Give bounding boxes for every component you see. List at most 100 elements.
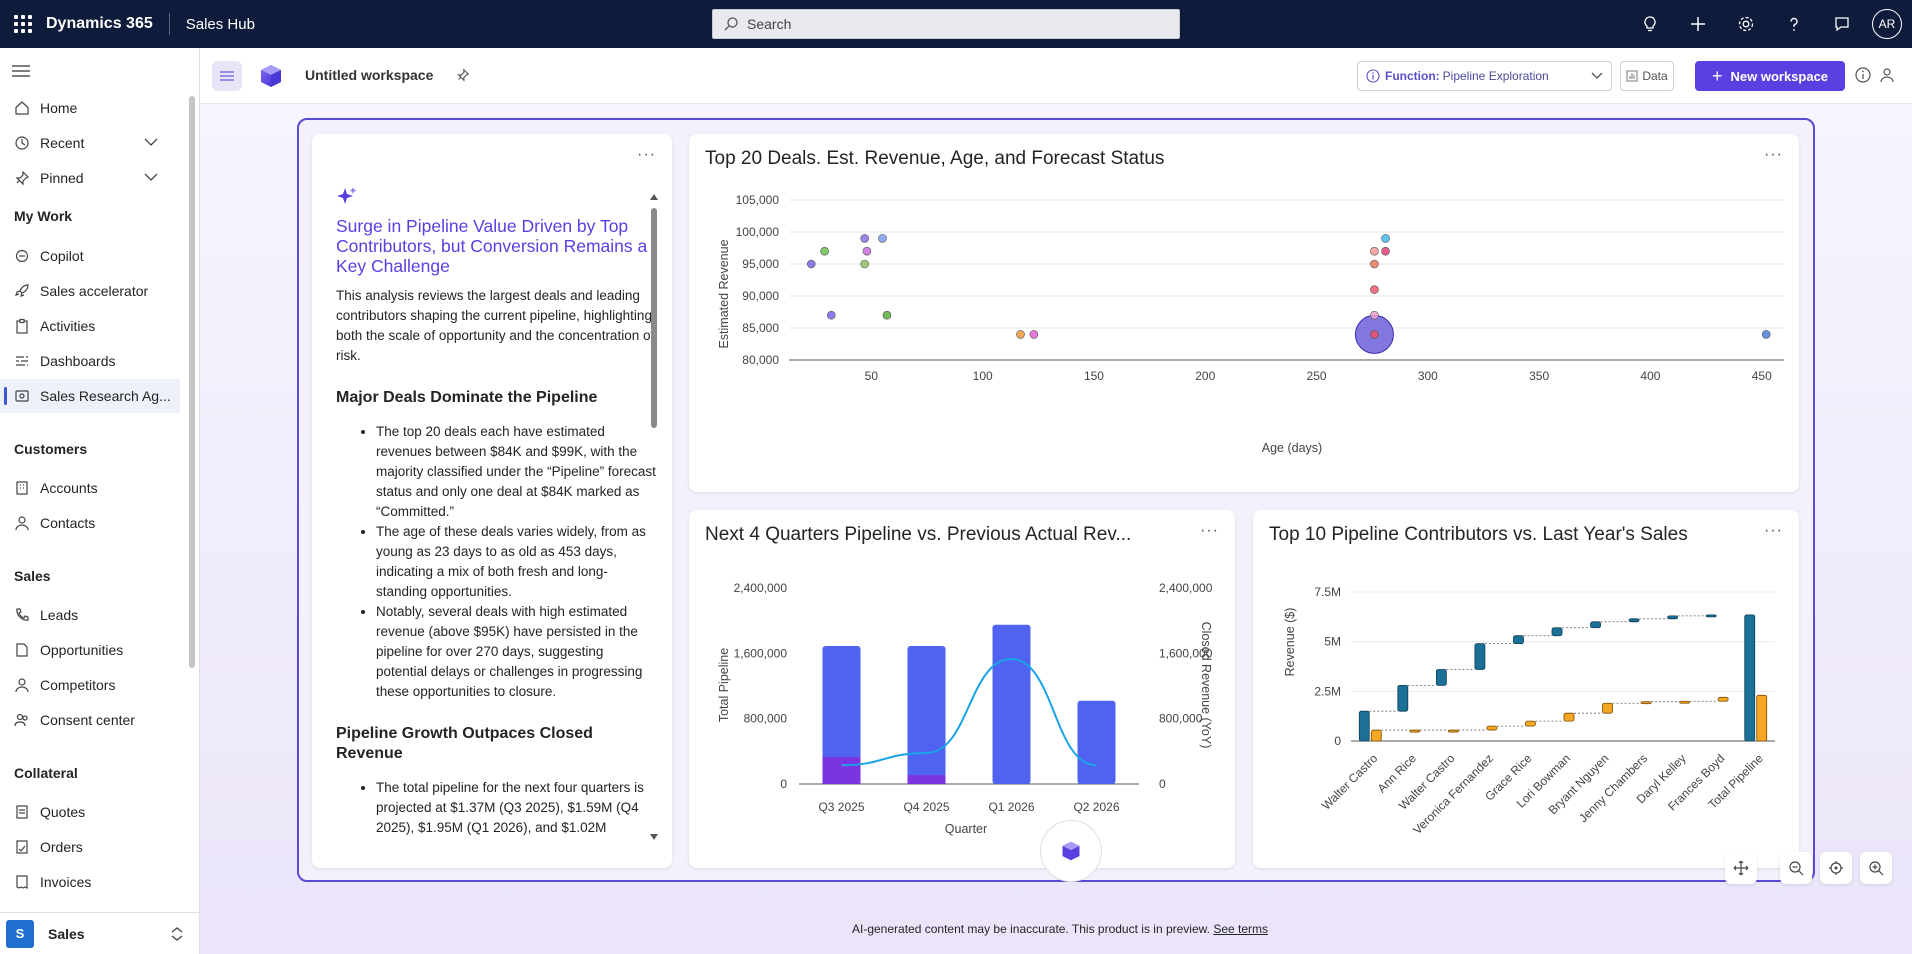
scatter-point (878, 234, 887, 243)
scatter-point (1370, 285, 1379, 294)
zoom-in-icon (1869, 861, 1884, 876)
search-input[interactable]: Search (712, 9, 1180, 39)
pin-icon[interactable] (456, 68, 470, 82)
feedback-icon[interactable] (1818, 0, 1866, 48)
scatter-point (1761, 330, 1771, 339)
sidebar-item-sales-research-agent[interactable]: Sales Research Ag... (0, 379, 180, 413)
quote-icon (16, 805, 28, 819)
sidebar-item-consent-center[interactable]: Consent center (0, 703, 180, 737)
clipboard-icon (16, 318, 28, 334)
y-tick-label: 0 (780, 777, 787, 791)
sidebar-item-orders[interactable]: Orders (0, 830, 180, 864)
sidebar-item-quotes[interactable]: Quotes (0, 795, 180, 829)
pipeline-vs-revenue-card: Next 4 Quarters Pipeline vs. Previous Ac… (689, 510, 1235, 868)
hub-name[interactable]: Sales Hub (185, 15, 255, 33)
sidebar-item-accounts[interactable]: Accounts (0, 471, 180, 505)
settings-gear-icon[interactable] (1722, 0, 1770, 48)
fit-view-button[interactable] (1820, 852, 1852, 884)
workspace-title[interactable]: Untitled workspace (305, 67, 434, 83)
data-button[interactable]: Data (1620, 61, 1674, 91)
pipeline-contribution-bar (1435, 669, 1447, 686)
narrative-body: Surge in Pipeline Value Driven by Top Co… (336, 186, 658, 850)
person-icon[interactable] (1879, 67, 1895, 83)
sidebar-item-label: Opportunities (40, 642, 124, 658)
copilot-fab-button[interactable] (1040, 820, 1102, 882)
zoom-in-button[interactable] (1860, 852, 1892, 884)
card-more-button[interactable]: ··· (1764, 522, 1783, 539)
sidebar-item-invoices[interactable]: Invoices (0, 865, 180, 899)
sidebar-item-opportunities[interactable]: Opportunities (0, 633, 180, 667)
sidebar-item-label: Activities (40, 318, 96, 334)
building-icon (16, 481, 28, 495)
x-tick-label: 150 (1084, 369, 1104, 383)
sidebar-item-contacts[interactable]: Contacts (0, 506, 180, 540)
sidebar: Home Recent Pinned My Work Copilot Sales… (0, 48, 200, 954)
y-tick-label: 5M (1324, 635, 1341, 649)
y-axis-title: Estimated Revenue (717, 239, 731, 348)
info-icon (1366, 69, 1380, 83)
scatter-point (1370, 330, 1379, 339)
phone-icon (16, 608, 29, 621)
fit-view-icon (1829, 861, 1843, 875)
sidebar-item-competitors[interactable]: Competitors (0, 668, 180, 702)
scatter-point (1016, 330, 1025, 339)
y-tick-label: 7.5M (1314, 585, 1341, 599)
sidebar-item-sales-accelerator[interactable]: Sales accelerator (0, 274, 180, 308)
user-avatar[interactable]: AR (1872, 9, 1902, 39)
sidebar-item-label: Leads (40, 607, 79, 623)
pipeline-bar (822, 645, 861, 784)
last-year-sales-bar (1717, 696, 1729, 702)
card-more-button[interactable]: ··· (1764, 146, 1783, 163)
new-workspace-label: New workspace (1730, 68, 1829, 84)
workspace-cube-icon (1062, 841, 1080, 861)
list-icon (220, 71, 234, 81)
sidebar-item-recent[interactable]: Recent (0, 126, 180, 160)
chart-icon (1626, 70, 1638, 82)
workspace-header: Untitled workspace Function: Pipeline Ex… (200, 48, 1912, 104)
app-launcher-icon[interactable] (0, 0, 46, 48)
y2-axis-title: Closed Revenue (YoY) (1199, 622, 1213, 749)
sidebar-item-pinned[interactable]: Pinned (0, 161, 180, 195)
chevron-down-icon[interactable] (144, 172, 158, 182)
sidebar-scrollbar[interactable] (189, 96, 195, 668)
new-workspace-button[interactable]: + New workspace (1695, 61, 1845, 91)
zoom-out-button[interactable] (1780, 852, 1812, 884)
lightbulb-icon[interactable] (1626, 0, 1674, 48)
scatter-point (860, 259, 869, 269)
sidebar-item-dashboards[interactable]: Dashboards (0, 344, 180, 378)
sidebar-item-label: Contacts (40, 515, 96, 531)
narrative-heading: Surge in Pipeline Value Driven by Top Co… (336, 216, 648, 276)
y2-tick-label: 2,400,000 (1159, 581, 1213, 595)
sidebar-item-copilot[interactable]: Copilot (0, 239, 180, 273)
move-button[interactable] (1725, 852, 1757, 884)
x-tick-label: Jenny Chambers (1576, 751, 1650, 825)
pipeline-contribution-bar (1705, 614, 1717, 618)
sidebar-item-activities[interactable]: Activities (0, 309, 180, 343)
sidebar-item-label: Sales accelerator (40, 283, 149, 299)
chevron-down-icon[interactable] (144, 137, 158, 147)
x-axis-title: Age (days) (1262, 441, 1322, 455)
sparkle-icon (337, 187, 357, 204)
function-dropdown[interactable]: Function: Pipeline Exploration (1357, 61, 1612, 91)
chart-title: Top 20 Deals. Est. Revenue, Age, and For… (705, 148, 1165, 169)
see-terms-link[interactable]: See terms (1213, 922, 1269, 936)
section-customers: Customers (14, 441, 88, 457)
hamburger-menu-icon[interactable] (12, 64, 30, 81)
app-name[interactable]: Dynamics 365 (46, 13, 170, 35)
workspace-list-button[interactable] (212, 61, 242, 91)
scatter-point (1381, 234, 1390, 243)
card-more-button[interactable]: ··· (637, 146, 656, 163)
section-collateral: Collateral (14, 765, 78, 781)
sidebar-item-label: Competitors (40, 677, 116, 693)
sidebar-item-leads[interactable]: Leads (0, 598, 180, 632)
card-more-button[interactable]: ··· (1200, 522, 1219, 539)
info-icon[interactable] (1855, 67, 1871, 83)
sidebar-item-home[interactable]: Home (0, 91, 180, 125)
y2-tick-label: 800,000 (1159, 712, 1203, 726)
x-tick-label: Q2 2026 (1073, 800, 1119, 814)
area-switcher[interactable]: S Sales (0, 912, 199, 954)
help-icon[interactable] (1770, 0, 1818, 48)
narrative-scrollbar[interactable] (648, 192, 660, 842)
add-icon[interactable] (1674, 0, 1722, 48)
top-bar: Dynamics 365 Sales Hub Search AR (0, 0, 1912, 48)
